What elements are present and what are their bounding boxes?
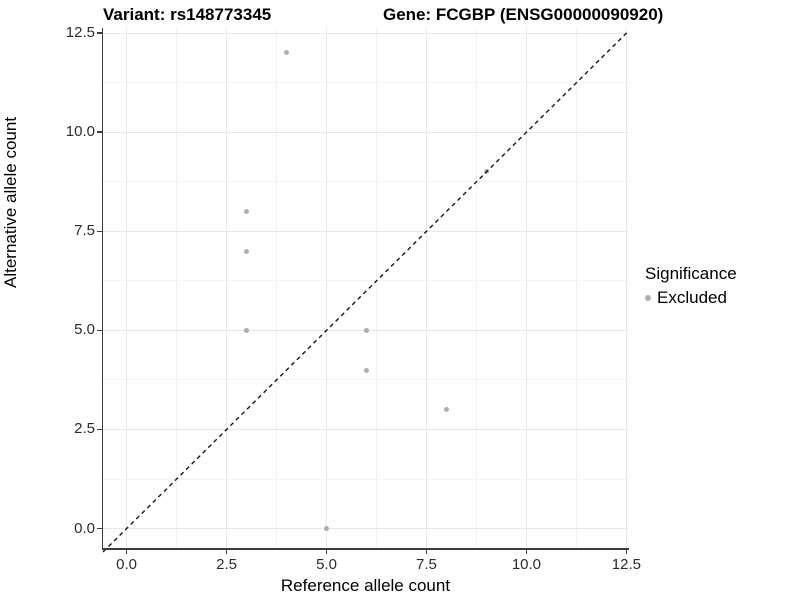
y-major-gridline [103, 528, 628, 530]
y-axis-line [101, 28, 104, 550]
y-tick-label: 0.0 [74, 519, 95, 537]
x-major-gridline [326, 28, 327, 548]
y-axis-title: Alternative allele count [1, 116, 20, 288]
data-point [244, 327, 250, 333]
x-tick-label: 2.5 [216, 556, 237, 573]
x-axis-tick [525, 548, 528, 554]
y-axis-tick [96, 527, 102, 530]
y-minor-gridline [103, 280, 628, 282]
data-point [324, 526, 329, 532]
y-tick-label: 5.0 [74, 321, 95, 339]
variant-title: Variant: rs148773345 [103, 5, 272, 24]
x-minor-gridline [375, 28, 377, 548]
x-tick-label: 0.0 [116, 556, 137, 573]
y-axis-tick [96, 428, 102, 431]
data-point [363, 367, 369, 373]
excluded-point-icon [645, 295, 651, 301]
data-point [284, 50, 290, 56]
y-major-gridline [103, 428, 628, 430]
data-point [244, 209, 250, 214]
y-minor-gridline [103, 478, 628, 480]
x-axis-tick [125, 548, 128, 554]
x-axis-tick [425, 548, 428, 554]
y-axis-tick [96, 230, 102, 233]
legend-title: Significance [645, 264, 737, 283]
y-major-gridline [103, 230, 628, 232]
gene-title: Gene: FCGBP (ENSG00000090920) [383, 5, 664, 24]
y-tick-label: 10.0 [65, 123, 95, 141]
y-axis-tick [96, 329, 102, 332]
y-tick-label: 2.5 [74, 420, 95, 438]
x-axis-tick [325, 548, 328, 554]
plot-panel: 0.0 2.5 5.0 7.5 10.0 12.5 0.0 2.5 5.0 7.5 10.0 12.5 [66, 24, 641, 573]
y-major-gridline [103, 131, 628, 133]
legend: Significance Excluded [645, 264, 737, 308]
y-axis-tick [96, 32, 102, 34]
data-point [244, 248, 250, 254]
x-tick-label: 10.0 [511, 556, 542, 573]
x-minor-gridline [276, 28, 278, 548]
x-axis-tick [225, 548, 228, 554]
x-axis-title: Reference allele count [280, 576, 451, 595]
x-tick-label: 7.5 [416, 556, 437, 573]
x-major-gridline [425, 28, 427, 548]
x-minor-gridline [176, 28, 178, 548]
y-major-gridline [103, 32, 628, 34]
legend-item-excluded: Excluded [645, 288, 737, 308]
x-axis-tick [625, 548, 628, 554]
y-tick-label: 7.5 [74, 222, 95, 240]
y-minor-gridline [103, 181, 628, 183]
x-tick-label: 12.5 [611, 556, 641, 573]
y-minor-gridline [103, 82, 628, 84]
y-tick-label: 12.5 [65, 24, 95, 42]
x-minor-gridline [575, 28, 577, 548]
x-major-gridline [525, 28, 527, 548]
y-axis-tick [96, 131, 102, 133]
legend-item-label: Excluded [657, 288, 727, 307]
x-minor-gridline [475, 28, 477, 548]
identity-line [102, 31, 629, 553]
x-major-gridline [226, 28, 228, 548]
x-major-gridline [625, 28, 627, 548]
y-minor-gridline [103, 379, 628, 381]
x-tick-label: 5.0 [316, 556, 337, 573]
data-point [443, 407, 449, 413]
x-axis-line [101, 548, 629, 550]
data-point [363, 327, 369, 333]
x-major-gridline [126, 28, 128, 548]
